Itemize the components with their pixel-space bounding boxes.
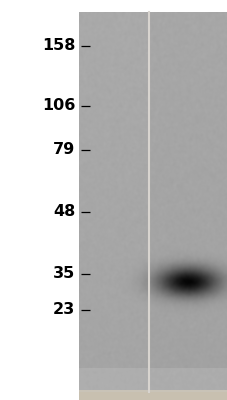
Text: 79: 79 <box>53 142 75 158</box>
FancyBboxPatch shape <box>78 390 227 400</box>
FancyBboxPatch shape <box>78 368 227 392</box>
Text: 23: 23 <box>53 302 75 318</box>
Text: 35: 35 <box>53 266 75 282</box>
Text: 106: 106 <box>42 98 75 114</box>
Text: 48: 48 <box>53 204 75 220</box>
Text: 158: 158 <box>42 38 75 54</box>
